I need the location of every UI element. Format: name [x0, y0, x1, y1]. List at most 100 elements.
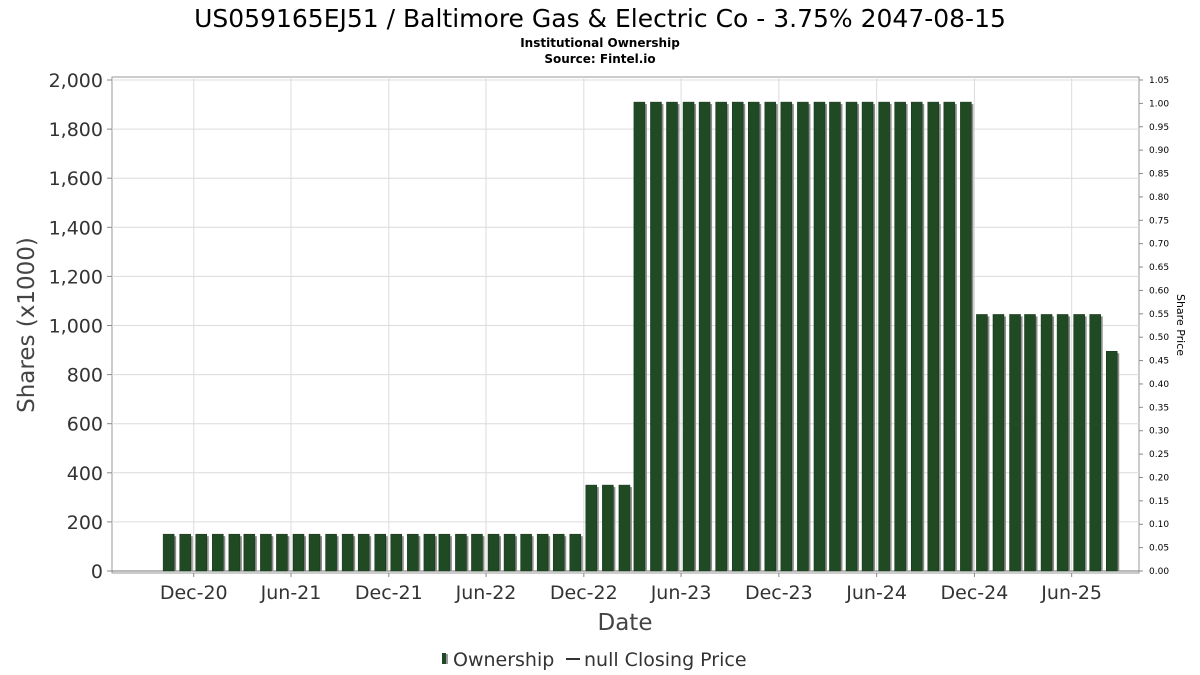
ownership-bar — [195, 533, 207, 572]
ownership-bar — [585, 484, 598, 572]
ownership-bar — [715, 101, 727, 572]
ownership-bar — [747, 101, 760, 572]
ownership-bar — [162, 533, 175, 572]
ownership-bar — [618, 484, 631, 572]
ownership-bar — [374, 533, 386, 572]
ownership-bar — [764, 101, 777, 572]
bar-series-ownership — [162, 101, 1120, 572]
ownership-bar — [308, 533, 321, 572]
ownership-bar — [276, 533, 288, 572]
y-tick-label: 1,000 — [49, 316, 103, 338]
ownership-bar — [212, 533, 224, 572]
y2-tick-label: 0.35 — [1149, 403, 1169, 413]
legend-ownership-swatch — [442, 653, 446, 664]
y2-tick-label: 0.00 — [1149, 567, 1169, 577]
y2-tick-label: 0.10 — [1149, 520, 1169, 530]
y2-tick-label: 0.20 — [1149, 473, 1169, 483]
ownership-bar — [943, 101, 956, 572]
y2-tick-label: 0.40 — [1149, 380, 1169, 390]
ownership-bar — [503, 533, 516, 572]
y-axis-left: 0 200 400 600 800 1,000 1,200 1,400 1,600 1,800 2,… — [49, 70, 112, 583]
ownership-bar — [829, 101, 841, 572]
ownership-bar — [602, 484, 614, 572]
ownership-bar — [520, 533, 532, 572]
y2-tick-label: 1.00 — [1149, 99, 1169, 109]
x-axis-label: Date — [598, 610, 653, 636]
ownership-bar — [992, 314, 1005, 572]
y-tick-label: 1,800 — [49, 119, 103, 141]
y-tick-label: 1,400 — [49, 217, 103, 239]
y2-tick-label: 0.65 — [1149, 263, 1169, 273]
ownership-bar — [487, 533, 500, 572]
ownership-bar — [228, 533, 241, 572]
ownership-bar — [910, 101, 923, 572]
y2-tick-label: 0.15 — [1149, 497, 1169, 507]
y2-tick-label: 0.30 — [1149, 427, 1169, 437]
ownership-bar — [243, 533, 256, 572]
y-tick-label: 1,600 — [49, 168, 103, 190]
x-tick-label: Dec-20 — [160, 582, 228, 604]
ownership-bar — [1073, 314, 1085, 572]
ownership-bar — [797, 101, 809, 572]
ownership-bar — [1056, 314, 1069, 572]
x-tick-label: Dec-23 — [745, 582, 813, 604]
ownership-bar — [455, 533, 467, 572]
ownership-bar — [894, 101, 906, 572]
ownership-bar — [357, 533, 370, 572]
ownership-bar — [569, 533, 582, 572]
y-tick-label: 600 — [67, 414, 103, 436]
ownership-bar — [1089, 314, 1101, 572]
chart-subtitle: Institutional Ownership — [520, 36, 680, 50]
ownership-bar — [536, 533, 549, 572]
y2-tick-label: 0.70 — [1149, 240, 1169, 250]
y2-tick-label: 0.80 — [1149, 193, 1169, 203]
x-tick-label: Dec-22 — [550, 582, 618, 604]
y-tick-label: 2,000 — [49, 70, 103, 92]
ownership-bar — [292, 533, 305, 572]
ownership-bar — [780, 101, 793, 572]
x-tick-label: Jun-23 — [650, 582, 712, 604]
x-tick-label: Jun-22 — [455, 582, 517, 604]
ownership-bar — [423, 533, 436, 572]
chart-title: US059165EJ51 / Baltimore Gas & Electric … — [194, 4, 1006, 33]
x-axis: Dec-20 Jun-21 Dec-21 Jun-22 Dec-22 Jun-23 Dec-… — [160, 573, 1102, 604]
ownership-bar — [1040, 314, 1053, 572]
y2-tick-label: 0.95 — [1149, 123, 1169, 133]
y2-tick-label: 0.90 — [1149, 146, 1169, 156]
y-axis-right: 0.00 0.05 0.10 0.15 0.20 0.25 0.30 0.35 0.40 0.45… — [1139, 76, 1169, 577]
ownership-bar — [438, 533, 451, 572]
ownership-bar — [633, 101, 646, 572]
ownership-bar — [552, 533, 565, 572]
ownership-bar — [179, 533, 191, 572]
y2-axis-label: Share Price — [1174, 294, 1187, 356]
y2-tick-label: 0.05 — [1149, 544, 1169, 554]
x-tick-label: Dec-24 — [941, 582, 1009, 604]
ownership-bar — [1009, 314, 1021, 572]
ownership-bar — [698, 101, 711, 572]
y-tick-label: 0 — [91, 561, 103, 583]
legend: Ownership null Closing Price — [442, 649, 747, 671]
y-tick-label: 800 — [67, 365, 103, 387]
x-tick-label: Dec-21 — [355, 582, 423, 604]
ownership-bar — [260, 533, 272, 572]
ownership-bar — [390, 533, 403, 572]
ownership-bar — [325, 533, 337, 572]
y2-tick-label: 0.85 — [1149, 170, 1169, 180]
legend-ownership-swatch-shadow — [446, 654, 448, 664]
y2-tick-label: 0.55 — [1149, 310, 1169, 320]
ownership-bar — [682, 101, 695, 572]
y2-tick-label: 0.60 — [1149, 286, 1169, 296]
y-tick-label: 400 — [67, 463, 103, 485]
ownership-bar — [927, 101, 940, 572]
ownership-bar — [471, 533, 483, 572]
y-tick-label: 1,200 — [49, 266, 103, 288]
ownership-bar — [845, 101, 858, 572]
ownership-bar — [960, 101, 972, 572]
y2-tick-label: 0.50 — [1149, 333, 1169, 343]
chart-source: Source: Fintel.io — [544, 52, 655, 66]
y-tick-label: 200 — [67, 512, 103, 534]
legend-price-label: null Closing Price — [584, 649, 747, 671]
y-axis-label: Shares (x1000) — [14, 237, 40, 413]
x-tick-label: Jun-21 — [260, 582, 322, 604]
